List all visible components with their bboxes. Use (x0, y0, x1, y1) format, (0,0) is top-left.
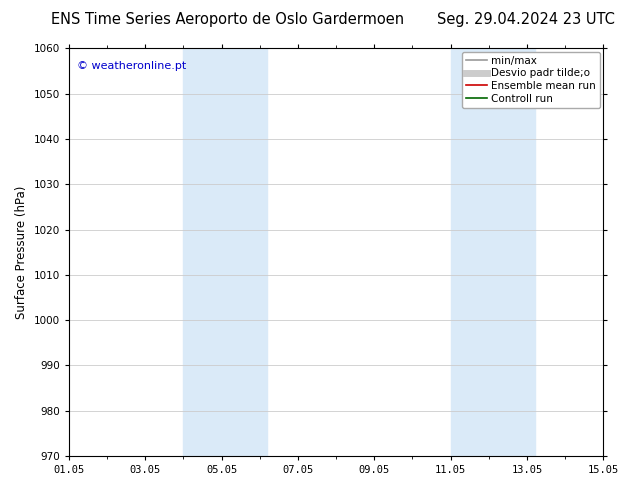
Legend: min/max, Desvio padr tilde;o, Ensemble mean run, Controll run: min/max, Desvio padr tilde;o, Ensemble m… (462, 51, 600, 108)
Bar (183, 49, 268, 456)
Y-axis label: Surface Pressure (hPa): Surface Pressure (hPa) (15, 186, 28, 319)
Text: ENS Time Series Aeroporto de Oslo Gardermoen: ENS Time Series Aeroporto de Oslo Garder… (51, 12, 404, 27)
Text: Seg. 29.04.2024 23 UTC: Seg. 29.04.2024 23 UTC (437, 12, 615, 27)
Bar (451, 49, 534, 456)
Text: © weatheronline.pt: © weatheronline.pt (77, 61, 186, 71)
